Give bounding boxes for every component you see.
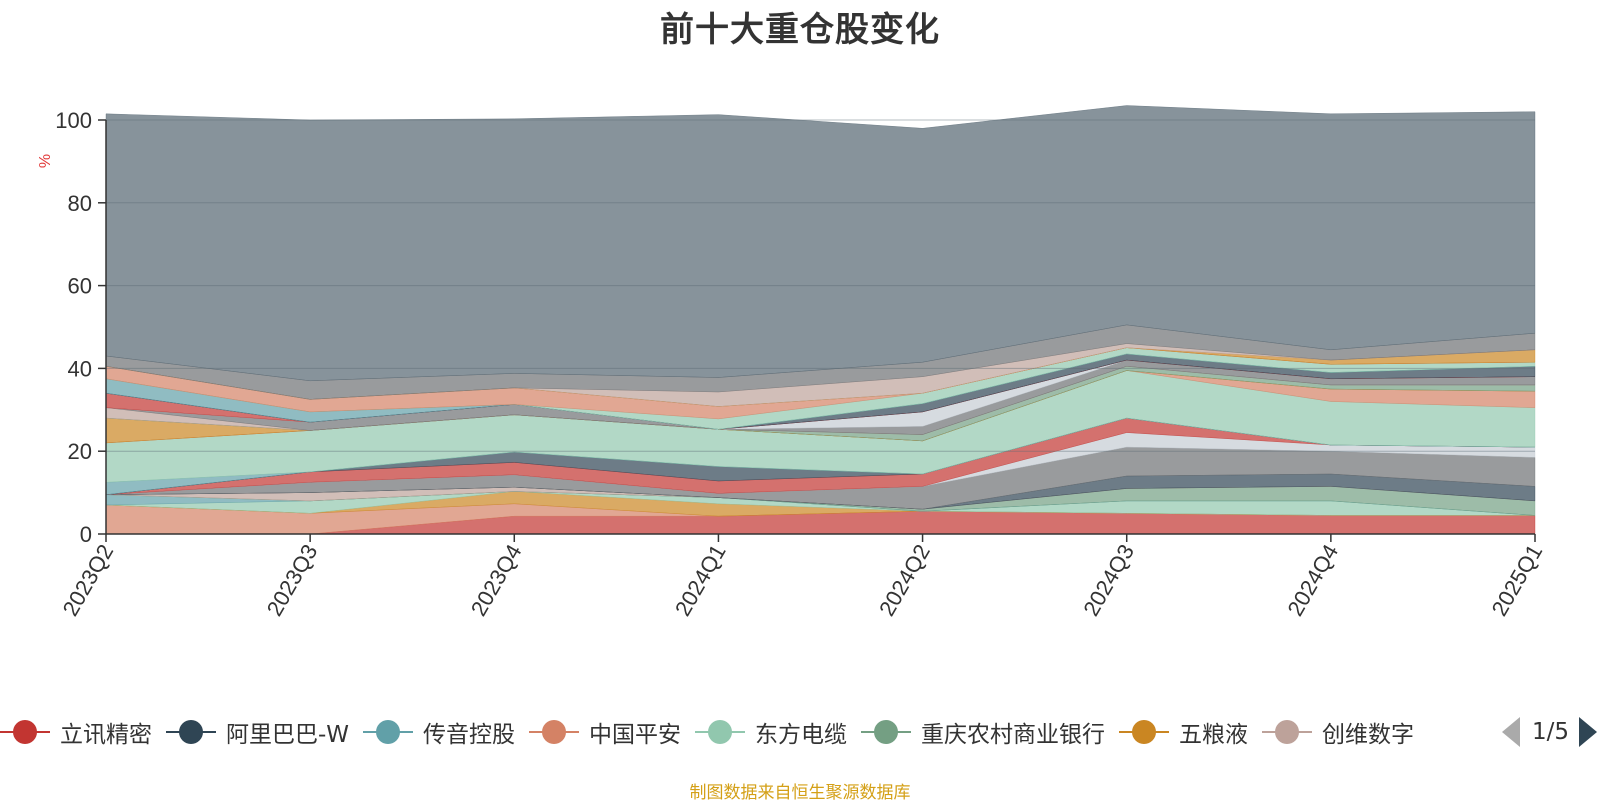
area-series-layer — [105, 105, 1536, 535]
legend: 立讯精密 阿里巴巴-W 传音控股 中国平安 东方电缆 重庆农村商业银行 五粮液 创维数字 1/… — [0, 712, 1600, 752]
x-tick-label-6: 2024Q4 — [1282, 540, 1343, 620]
x-tick-label-4: 2024Q2 — [874, 540, 935, 620]
y-tick-label-0: 0 — [80, 522, 92, 547]
area-series-28 — [105, 105, 1536, 382]
x-tick-label-0: 2023Q2 — [58, 540, 119, 620]
x-tick-label-2: 2023Q4 — [466, 540, 527, 620]
chart-title: 前十大重仓股变化 — [660, 10, 940, 50]
legend-item-4[interactable]: 东方电缆 — [695, 715, 847, 749]
grid-layer — [106, 119, 1535, 452]
legend-item-0[interactable]: 立讯精密 — [0, 715, 152, 749]
x-tick-label-5: 2024Q3 — [1078, 540, 1139, 620]
legend-items: 立讯精密 阿里巴巴-W 传音控股 中国平安 东方电缆 重庆农村商业银行 五粮液 创维数字 — [0, 712, 1480, 752]
source-note: 制图数据来自恒生聚源数据库 — [689, 783, 911, 803]
legend-label: 五粮液 — [1179, 722, 1249, 748]
legend-item-6[interactable]: 五粮液 — [1119, 715, 1248, 749]
legend-label: 阿里巴巴-W — [226, 722, 350, 748]
legend-label: 传音控股 — [423, 722, 516, 748]
legend-item-5[interactable]: 重庆农村商业银行 — [861, 715, 1105, 749]
y-tick-label-3: 60 — [68, 274, 92, 299]
legend-marker-icon — [0, 719, 50, 745]
legend-marker-icon — [529, 719, 580, 745]
y-axis-unit-label: % — [37, 154, 54, 168]
legend-item-1[interactable]: 阿里巴巴-W — [166, 715, 349, 749]
x-tick-label-3: 2024Q1 — [670, 540, 731, 620]
legend-item-2[interactable]: 传音控股 — [363, 715, 515, 749]
legend-label: 立讯精密 — [60, 722, 152, 748]
y-tick-label-1: 20 — [68, 439, 92, 464]
legend-prev-page-icon[interactable] — [1502, 717, 1520, 747]
legend-page-indicator: 1/5 — [1532, 719, 1570, 745]
legend-label: 创维数字 — [1322, 722, 1415, 748]
legend-marker-icon — [166, 719, 216, 745]
y-tick-label-5: 100 — [55, 108, 92, 133]
chart-area: 0 20 40 60 80 100 2023Q2 2023Q3 2023Q4 2024Q1 2024… — [37, 105, 1548, 620]
legend-marker-icon — [1262, 719, 1313, 745]
legend-label: 重庆农村商业银行 — [921, 722, 1106, 748]
legend-pager: 1/5 — [1498, 712, 1600, 752]
legend-marker-icon — [861, 719, 912, 745]
y-tick-label-4: 80 — [68, 191, 92, 216]
legend-marker-icon — [1119, 719, 1170, 745]
x-tick-label-7: 2025Q1 — [1487, 540, 1548, 620]
legend-marker-icon — [695, 719, 746, 745]
legend-label: 中国平安 — [589, 722, 682, 748]
legend-item-3[interactable]: 中国平安 — [529, 715, 681, 749]
x-tick-label-1: 2023Q3 — [262, 540, 323, 620]
legend-next-page-icon[interactable] — [1579, 717, 1598, 747]
y-tick-label-2: 40 — [68, 356, 92, 381]
legend-marker-icon — [363, 719, 414, 745]
legend-item-7[interactable]: 创维数字 — [1262, 715, 1414, 749]
legend-label: 东方电缆 — [755, 722, 848, 748]
